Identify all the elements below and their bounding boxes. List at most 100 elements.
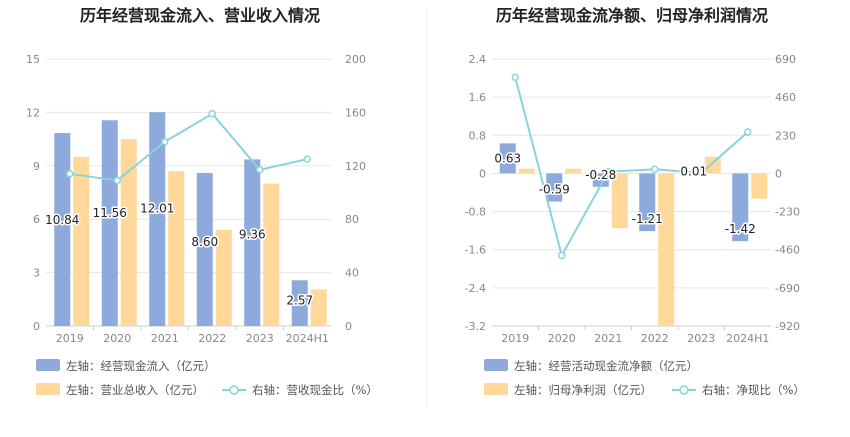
legend-swatch-secondary	[36, 383, 60, 395]
bar-primary	[101, 120, 118, 327]
bar-secondary	[565, 168, 582, 174]
y-left-tick-label: -3.2	[465, 320, 486, 333]
bar-primary	[685, 172, 702, 174]
bar-data-label: 2.57	[286, 293, 313, 307]
chart-net-cashflow-net-profit: 历年经营现金流净额、归母净利润情况 -3.2 -2.4 -1.6 -0.8 0 0.8 1.6…	[465, 6, 805, 397]
series-line	[69, 112, 308, 182]
x-tick-label: 2022	[641, 332, 669, 345]
legend-swatch-primary	[484, 359, 508, 371]
chart-cashflow-inflow-revenue: 历年经营现金流入、营业收入情况 0 3 6 9 12 15 0 40 80 120 160 200 201…	[26, 6, 378, 397]
x-tick-label: 2020	[548, 332, 576, 345]
y-left-tick-label: -1.6	[465, 244, 486, 257]
legend-label: 左轴：归母净利润（亿元）	[514, 383, 652, 397]
legend-swatch-line-marker	[679, 385, 689, 395]
y-left-tick-label: -0.8	[465, 206, 486, 219]
bar-primary	[732, 173, 749, 242]
bar-data-label: 10.84	[45, 213, 79, 227]
bar-data-label: 0.63	[494, 151, 521, 165]
bar-secondary	[518, 168, 535, 174]
bar-secondary	[310, 289, 327, 326]
bar-primary	[546, 173, 563, 202]
y-right-tick-label: 80	[345, 213, 359, 226]
y-right-tick-label: 0	[775, 167, 782, 180]
legend-label: 左轴：经营现金流入（亿元）	[66, 359, 216, 373]
line-point	[303, 155, 311, 163]
y-right-tick-label: 460	[775, 91, 796, 104]
legend-swatch-secondary	[484, 383, 508, 395]
bar-secondary	[73, 156, 90, 326]
legend-swatch-primary	[36, 359, 60, 371]
line-point	[558, 251, 566, 260]
bar-data-label: -1.21	[632, 212, 663, 226]
legend-label: 右轴：营收现金比（%）	[252, 383, 378, 397]
line-point	[651, 165, 659, 174]
line-point	[511, 73, 519, 81]
x-tick-label: 2021	[594, 332, 622, 345]
y-right-tick-label: 0	[345, 320, 352, 333]
x-tick-label: 2020	[103, 332, 131, 345]
y-left-tick-label: 2.4	[469, 53, 487, 66]
line-point	[744, 128, 752, 136]
bar-primary	[196, 172, 213, 326]
line-point	[161, 138, 169, 146]
y-left-tick-label: 12	[26, 106, 40, 119]
line-point	[208, 109, 216, 118]
line-point	[256, 166, 264, 174]
bar-data-label: -1.42	[725, 222, 756, 236]
bar-data-label: -0.59	[539, 183, 570, 197]
x-tick-label: 2024H1	[726, 332, 769, 345]
chart-title: 历年经营现金流净额、归母净利润情况	[496, 6, 768, 25]
y-left-tick-label: 3	[33, 267, 40, 280]
y-right-tick-label: 690	[775, 53, 796, 66]
x-tick-label: 2023	[687, 332, 715, 345]
bar-data-label: 0.01	[680, 164, 707, 178]
y-right-tick-label: -690	[775, 282, 800, 295]
bar-secondary	[168, 171, 185, 326]
legend-label: 右轴：净现比（%）	[702, 383, 805, 397]
line-point	[113, 176, 121, 185]
y-left-tick-label: 15	[26, 53, 40, 66]
x-tick-label: 2021	[151, 332, 179, 345]
y-left-tick-label: 9	[33, 160, 40, 173]
bar-secondary	[751, 173, 768, 199]
bar-data-label: 12.01	[140, 201, 174, 215]
y-right-tick-label: 160	[345, 106, 366, 119]
bar-data-label: 9.36	[239, 227, 266, 241]
bar-secondary	[215, 229, 232, 326]
x-tick-label: 2024H1	[286, 332, 329, 345]
bar-secondary	[263, 183, 280, 326]
line-point	[66, 170, 74, 178]
legend-label: 左轴：经营活动现金流净额（亿元）	[514, 359, 698, 373]
y-right-tick-label: -460	[775, 244, 800, 257]
y-left-tick-label: 0	[33, 320, 40, 333]
bar-data-label: 11.56	[93, 206, 127, 220]
bar-data-label: 8.60	[191, 235, 218, 249]
y-left-tick-label: 6	[33, 213, 40, 226]
line-point	[604, 168, 612, 176]
x-tick-label: 2019	[501, 332, 529, 345]
line-point	[697, 169, 705, 177]
y-left-tick-label: 0	[479, 167, 486, 180]
y-right-tick-label: -920	[775, 320, 800, 333]
bar-secondary	[120, 139, 137, 326]
x-tick-label: 2019	[56, 332, 84, 345]
bar-secondary	[658, 173, 675, 326]
series-line	[514, 76, 749, 259]
y-right-tick-label: 120	[345, 160, 366, 173]
chart-title: 历年经营现金流入、营业收入情况	[80, 6, 320, 25]
bar-primary	[244, 159, 261, 326]
bar-data-label: -0.28	[585, 168, 616, 182]
y-right-tick-label: 200	[345, 53, 366, 66]
x-tick-label: 2022	[198, 332, 226, 345]
y-right-tick-label: 40	[345, 267, 359, 280]
y-right-tick-label: 230	[775, 129, 796, 142]
x-tick-label: 2023	[246, 332, 274, 345]
bar-secondary	[704, 156, 721, 174]
y-left-tick-label: 0.8	[469, 129, 487, 142]
bar-primary	[639, 173, 656, 232]
y-left-tick-label: -2.4	[465, 282, 486, 295]
y-right-tick-label: -230	[775, 206, 800, 219]
bar-primary	[291, 280, 308, 326]
bar-primary	[54, 133, 71, 326]
